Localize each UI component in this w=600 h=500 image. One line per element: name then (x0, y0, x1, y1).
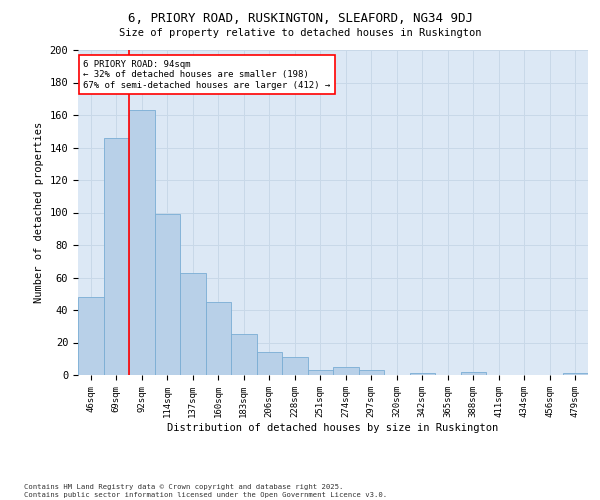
Bar (155, 214, 180, 375)
Bar (308, 370, 333, 375)
Bar (563, 374, 588, 375)
Text: 6 PRIORY ROAD: 94sqm
← 32% of detached houses are smaller (198)
67% of semi-deta: 6 PRIORY ROAD: 94sqm ← 32% of detached h… (83, 60, 331, 90)
Bar (359, 370, 384, 375)
Bar (257, 352, 282, 375)
Y-axis label: Number of detached properties: Number of detached properties (34, 122, 44, 303)
Bar (333, 367, 359, 375)
Bar (205, 302, 231, 375)
Bar (461, 372, 486, 375)
X-axis label: Distribution of detached houses by size in Ruskington: Distribution of detached houses by size … (167, 422, 499, 432)
Text: 6, PRIORY ROAD, RUSKINGTON, SLEAFORD, NG34 9DJ: 6, PRIORY ROAD, RUSKINGTON, SLEAFORD, NG… (128, 12, 473, 26)
Bar (78, 297, 104, 375)
Text: Size of property relative to detached houses in Ruskington: Size of property relative to detached ho… (119, 28, 481, 38)
Bar (282, 357, 308, 375)
Bar (409, 374, 435, 375)
Bar (104, 138, 129, 375)
Text: Contains HM Land Registry data © Crown copyright and database right 2025.
Contai: Contains HM Land Registry data © Crown c… (24, 484, 387, 498)
Bar (129, 110, 155, 375)
Bar (180, 272, 205, 375)
Bar (231, 334, 257, 375)
